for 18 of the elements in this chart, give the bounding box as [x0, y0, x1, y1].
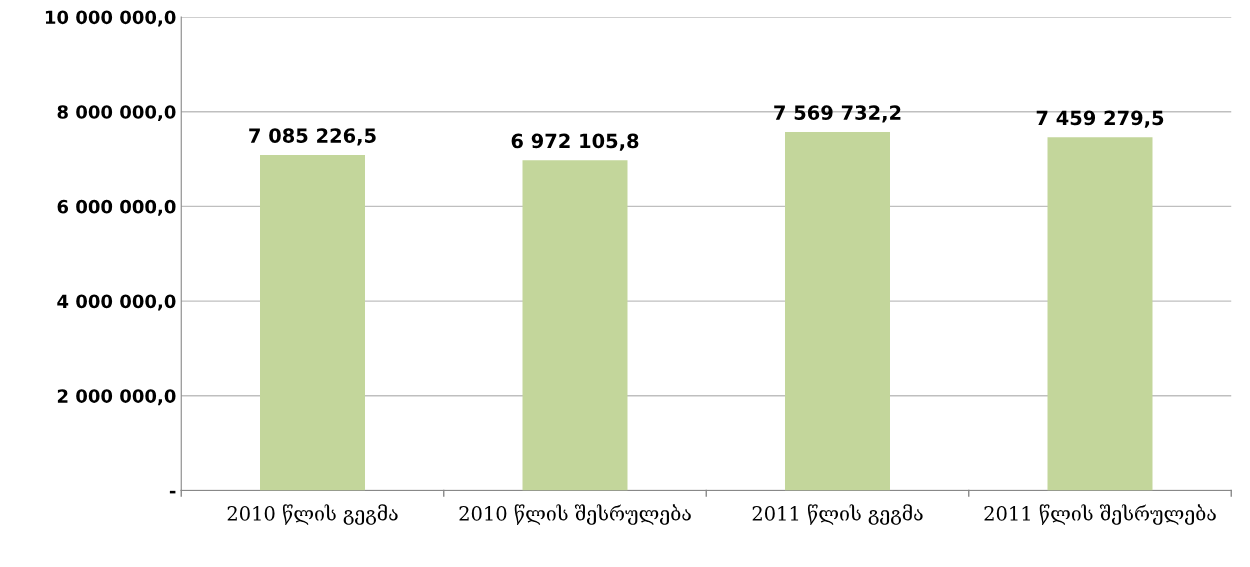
data-label: 7 569 732,2 — [774, 105, 901, 123]
data-label: 6 972 105,8 — [511, 133, 639, 151]
bar — [260, 155, 365, 491]
x-tick-label: 2010 წლის გეგმა — [227, 504, 398, 525]
y-tick-label: 4 000 000,0 — [57, 294, 176, 311]
bar — [522, 160, 628, 491]
x-tick-label: 2011 წლის გეგმა — [752, 504, 923, 525]
y-tick-label: 10 000 000,0 — [45, 10, 176, 27]
y-tick-label: 2 000 000,0 — [57, 389, 176, 406]
x-tick-label: 2011 წლის შესრულება — [984, 504, 1216, 525]
bar — [785, 132, 890, 491]
data-label: 7 459 279,5 — [1036, 110, 1164, 128]
y-tick-label: 6 000 000,0 — [57, 199, 176, 216]
x-tick-label: 2010 წლის შესრულება — [459, 504, 691, 525]
data-label: 7 085 226,5 — [249, 128, 376, 146]
y-tick-label: 8 000 000,0 — [57, 105, 176, 122]
bar — [1047, 137, 1153, 491]
y-tick-label: - — [169, 490, 176, 494]
